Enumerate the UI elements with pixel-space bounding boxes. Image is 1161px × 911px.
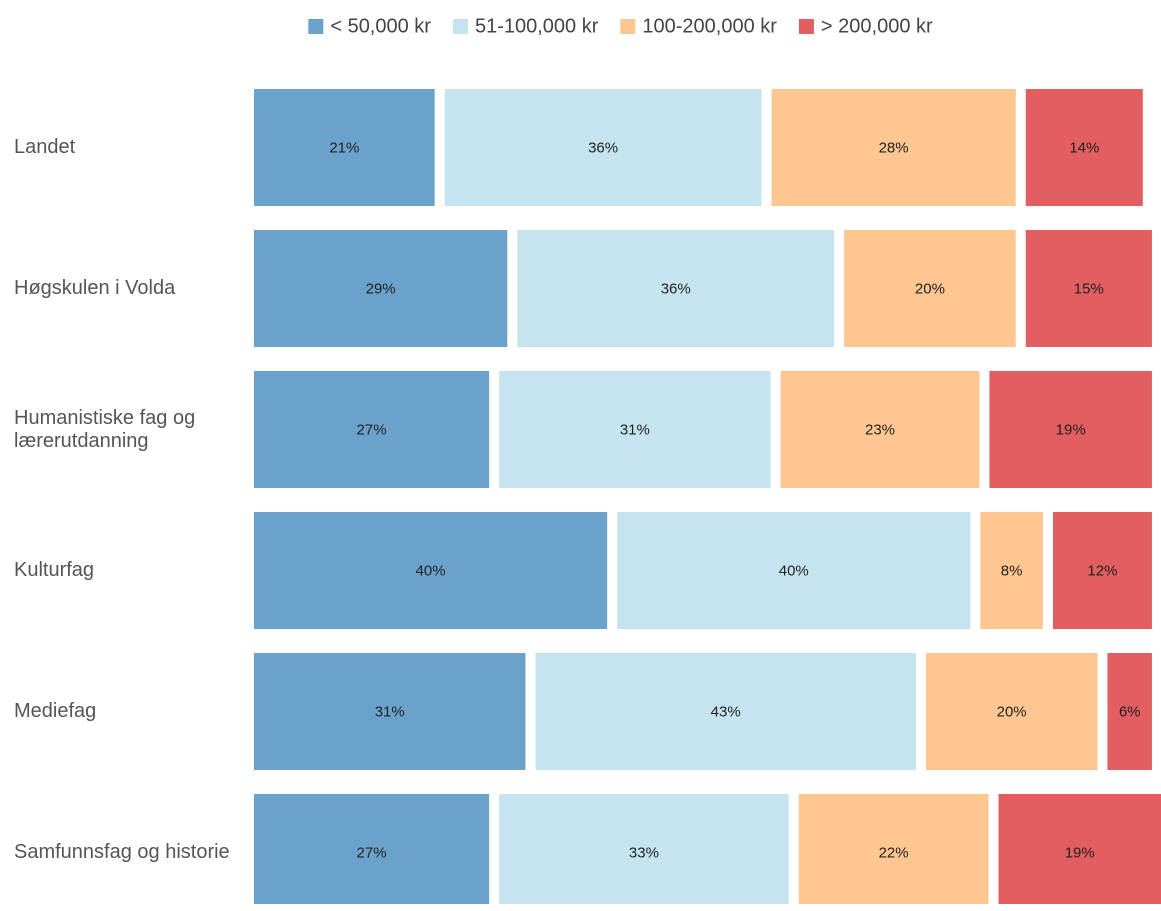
value-label: 22% (879, 844, 909, 861)
bar-segment (798, 794, 989, 904)
value-label: 12% (1087, 562, 1117, 579)
value-label: 15% (1074, 280, 1104, 297)
bar-segment (254, 230, 508, 347)
category-label: Humanistiske fag og lærerutdanning (14, 406, 196, 452)
value-label: 31% (620, 421, 650, 438)
value-label: 27% (357, 844, 387, 861)
legend-swatch (308, 19, 324, 34)
bar-segment (254, 512, 608, 629)
bar-segment (998, 794, 1161, 904)
value-label: 20% (915, 280, 945, 297)
bar-segment (1107, 653, 1152, 770)
value-label: 14% (1069, 139, 1099, 156)
value-label: 19% (1056, 421, 1086, 438)
value-label: 36% (661, 280, 691, 297)
legend-label: 100-200,000 kr (642, 15, 777, 37)
bar-segment (517, 230, 835, 347)
bar-segment (254, 794, 490, 904)
bar-segment (499, 371, 771, 488)
bar-segment (925, 653, 1098, 770)
bar-segment (844, 230, 1016, 347)
legend-swatch (620, 19, 636, 34)
value-label: 29% (366, 280, 396, 297)
bar-segment (535, 653, 916, 770)
category-label: Mediefag (14, 700, 97, 722)
legend-label: 51-100,000 kr (475, 15, 599, 37)
bar-segment (1052, 512, 1152, 629)
category-label: Landet (14, 136, 76, 158)
category-label: Høgskulen i Volda (14, 277, 176, 299)
value-label: 27% (357, 421, 387, 438)
value-label: 21% (329, 139, 359, 156)
legend-label: < 50,000 kr (330, 15, 431, 37)
legend-swatch (452, 19, 468, 34)
value-label: 23% (865, 421, 895, 438)
bar-segment (254, 653, 526, 770)
bar-segment (254, 371, 490, 488)
value-label: 19% (1065, 844, 1095, 861)
value-label: 28% (879, 139, 909, 156)
legend-label: > 200,000 kr (821, 15, 933, 37)
bar-segment (617, 512, 971, 629)
value-label: 20% (997, 703, 1027, 720)
bar-segment (780, 371, 980, 488)
bar-segment (989, 371, 1152, 488)
value-label: 33% (629, 844, 659, 861)
category-label: Samfunnsfag og historie (14, 841, 230, 863)
bar-segment (444, 89, 762, 206)
legend-swatch (798, 19, 814, 34)
value-label: 6% (1119, 703, 1141, 720)
value-label: 36% (588, 139, 618, 156)
value-label: 8% (1001, 562, 1023, 579)
bar-segment (980, 512, 1043, 629)
bar-segment (1025, 89, 1143, 206)
bar-segment (254, 89, 435, 206)
value-label: 40% (779, 562, 809, 579)
value-label: 40% (416, 562, 446, 579)
bar-segment (771, 89, 1016, 206)
value-label: 31% (375, 703, 405, 720)
bar-segment (499, 794, 789, 904)
category-label: Kulturfag (14, 559, 95, 581)
bar-segment (1025, 230, 1152, 347)
value-label: 43% (711, 703, 741, 720)
